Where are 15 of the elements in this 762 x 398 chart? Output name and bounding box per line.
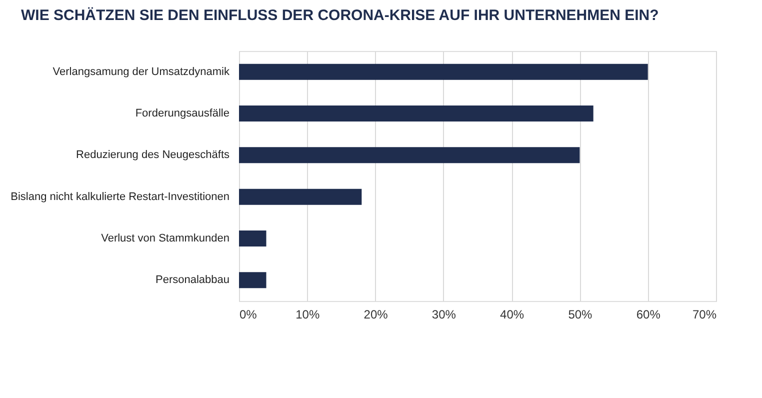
x-tick-label: 50% [568,308,593,322]
x-tick-label: 10% [296,308,320,322]
x-tick-label: 0% [240,308,258,322]
x-tick-label: 40% [500,308,524,322]
x-tick-label: 60% [636,308,661,322]
y-tick-label: Bislang nicht kalkulierte Restart-Investitionen [10,190,230,203]
chart-title: WIE SCHÄTZEN SIE DEN EINFLUSS DER CORONA-KRISE AUF IHR UNTERNEHMEN EIN? [21,7,659,24]
y-tick-label: Verlangsamung der Umsatzdynamik [52,66,230,78]
y-tick-label: Forderungsausfälle [135,108,230,120]
x-tick-label: 30% [432,308,456,322]
x-tick-label: 70% [692,308,717,322]
y-tick-label: Verlust von Stammkunden [101,232,230,244]
x-tick-label: 20% [364,308,388,322]
y-tick-label: Personalabbau [155,274,230,286]
y-tick-label: Reduzierung des Neugeschäfts [76,149,230,162]
